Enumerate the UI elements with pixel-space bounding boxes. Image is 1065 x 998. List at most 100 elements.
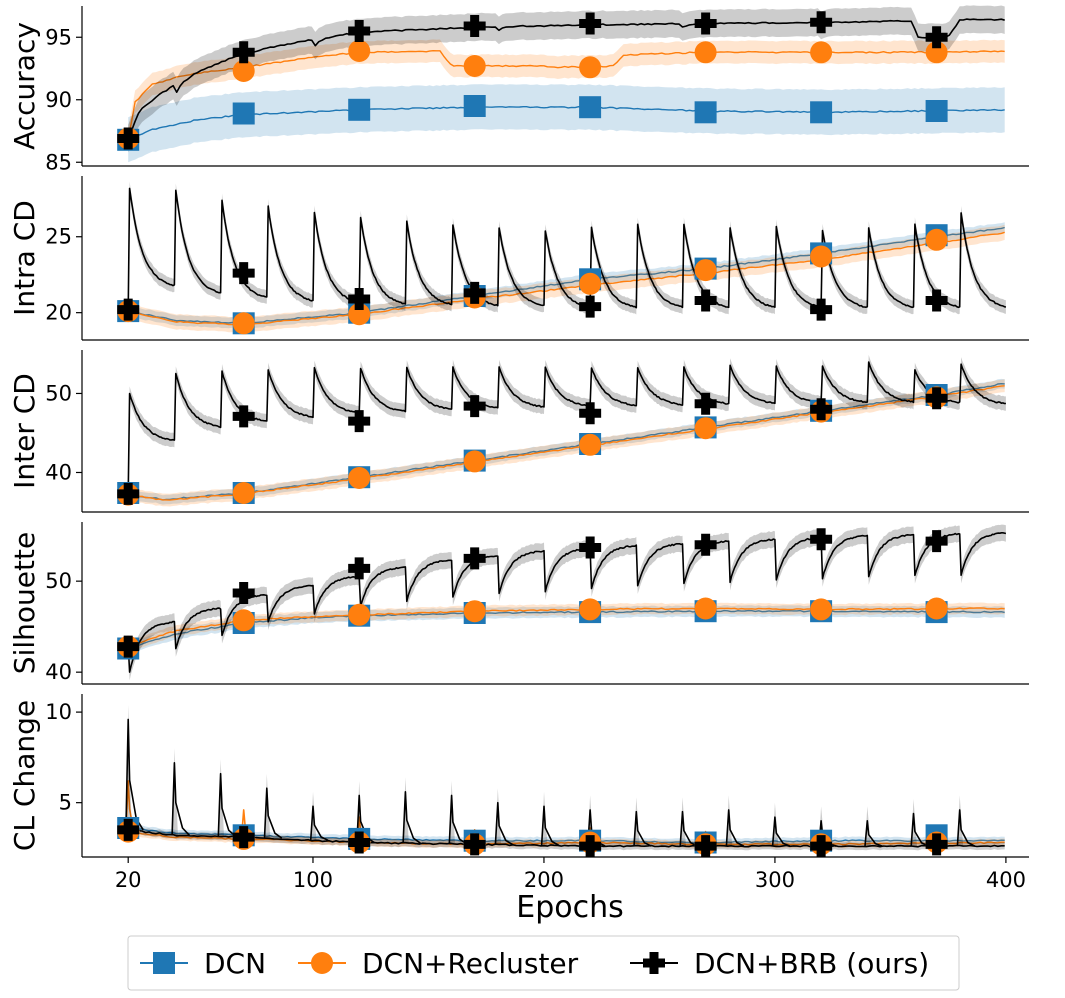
- spike-band-brb-clchange: [865, 806, 871, 847]
- marker-brb: [579, 12, 602, 35]
- y-axis-label: Inter CD: [8, 373, 41, 489]
- spike-brb-clchange: [864, 820, 883, 847]
- spike-band-brb-clchange: [172, 748, 178, 836]
- marker-recluster: [694, 41, 717, 64]
- plot-area-inter: [127, 354, 1006, 507]
- y-tick-label: 90: [45, 88, 72, 112]
- line-dcn-intra: [128, 226, 1005, 325]
- marker-recluster: [232, 60, 255, 82]
- spike-band-brb-clchange: [356, 780, 363, 843]
- band-recluster-clchange: [128, 828, 1005, 849]
- spike-brb-clchange: [910, 812, 929, 847]
- band-brb-inter: [128, 354, 1006, 502]
- y-tick-label: 40: [45, 660, 72, 684]
- spike-band-brb-clchange: [218, 759, 224, 837]
- marker-brb: [925, 530, 948, 553]
- legend-marker-dcn: [153, 952, 175, 974]
- y-tick-label: 50: [45, 569, 72, 593]
- band-dcn-silhouette: [128, 605, 1005, 654]
- spike-band-brb-clchange: [264, 773, 271, 839]
- line-brb-intra: [127, 187, 1007, 312]
- y-tick-label: 50: [45, 381, 72, 405]
- y-tick-label: 25: [45, 225, 72, 249]
- marker-brb: [232, 826, 255, 849]
- spike-band-brb-clchange: [726, 795, 733, 847]
- y-axis-label: Silhouette: [8, 532, 41, 674]
- marker-recluster: [925, 597, 948, 620]
- marker-brb: [348, 288, 371, 310]
- marker-recluster: [694, 597, 717, 620]
- marker-brb: [117, 635, 140, 658]
- spike-brb-clchange: [263, 787, 283, 839]
- marker-recluster: [694, 417, 717, 440]
- marker-recluster: [694, 259, 717, 282]
- marker-brb: [579, 835, 602, 858]
- x-tick-label: 200: [524, 868, 564, 892]
- marker-recluster: [810, 245, 833, 268]
- spike-band-brb-clchange: [541, 791, 548, 846]
- y-tick-label: 95: [45, 25, 72, 49]
- spike-band-brb-clchange: [449, 780, 455, 844]
- spike-brb-clchange: [679, 810, 698, 847]
- marker-brb: [579, 295, 602, 318]
- marker-brb: [463, 833, 486, 856]
- marker-brb: [232, 41, 255, 64]
- marker-brb: [694, 12, 717, 35]
- spike-brb-clchange: [540, 805, 560, 847]
- marker-brb: [348, 20, 371, 42]
- x-tick-label: 20: [115, 868, 142, 892]
- line-brb-accuracy: [127, 18, 1005, 139]
- y-tick-label: 5: [59, 791, 72, 815]
- marker-brb: [810, 835, 833, 858]
- marker-recluster: [232, 482, 255, 504]
- marker-brb: [232, 405, 255, 428]
- band-recluster-accuracy: [128, 39, 1005, 150]
- marker-recluster: [463, 55, 486, 77]
- marker-brb: [925, 289, 948, 312]
- marker-brb: [117, 298, 140, 321]
- marker-brb: [925, 387, 948, 410]
- y-axis-label: Intra CD: [8, 200, 41, 316]
- line-recluster-accuracy: [127, 50, 1005, 139]
- y-axis-label: CL Change: [8, 700, 41, 851]
- marker-recluster: [348, 303, 371, 326]
- marker-brb: [694, 289, 717, 312]
- band-dcn-accuracy: [128, 84, 1005, 163]
- y-axis-label: Accuracy: [8, 22, 41, 150]
- spike-band-brb-clchange: [403, 777, 409, 844]
- spike-band-brb-clchange: [911, 799, 917, 847]
- marker-brb: [463, 547, 486, 570]
- marker-brb: [579, 536, 602, 559]
- legend-marker-brb: [643, 952, 665, 974]
- marker-dcn: [232, 102, 255, 125]
- marker-dcn: [463, 95, 486, 117]
- marker-brb: [232, 262, 255, 285]
- legend-marker-recluster: [311, 952, 333, 974]
- plot-area-accuracy: [127, 5, 1005, 163]
- y-tick-label: 20: [45, 301, 72, 325]
- marker-recluster: [810, 598, 833, 621]
- marker-recluster: [232, 609, 255, 632]
- x-tick-label: 100: [293, 868, 333, 892]
- band-brb-intra: [128, 181, 1006, 318]
- marker-dcn: [694, 101, 717, 124]
- y-tick-label: 85: [45, 150, 72, 174]
- line-brb-clchange: [128, 829, 1005, 848]
- spike-brb-clchange: [171, 762, 190, 836]
- marker-recluster: [579, 56, 602, 79]
- marker-dcn: [579, 96, 602, 119]
- spike-band-brb-clchange: [680, 797, 686, 847]
- x-tick-label: 400: [986, 868, 1026, 892]
- marker-brb: [694, 392, 717, 415]
- x-axis-label: Epochs: [516, 890, 624, 925]
- marker-recluster: [232, 312, 255, 335]
- legend-label-recluster: DCN+Recluster: [362, 947, 579, 980]
- x-axis: 20 100 200 300 400: [115, 857, 1026, 892]
- band-recluster-intra: [128, 224, 1005, 333]
- marker-dcn: [925, 100, 948, 122]
- spike-brb-clchange: [956, 809, 976, 847]
